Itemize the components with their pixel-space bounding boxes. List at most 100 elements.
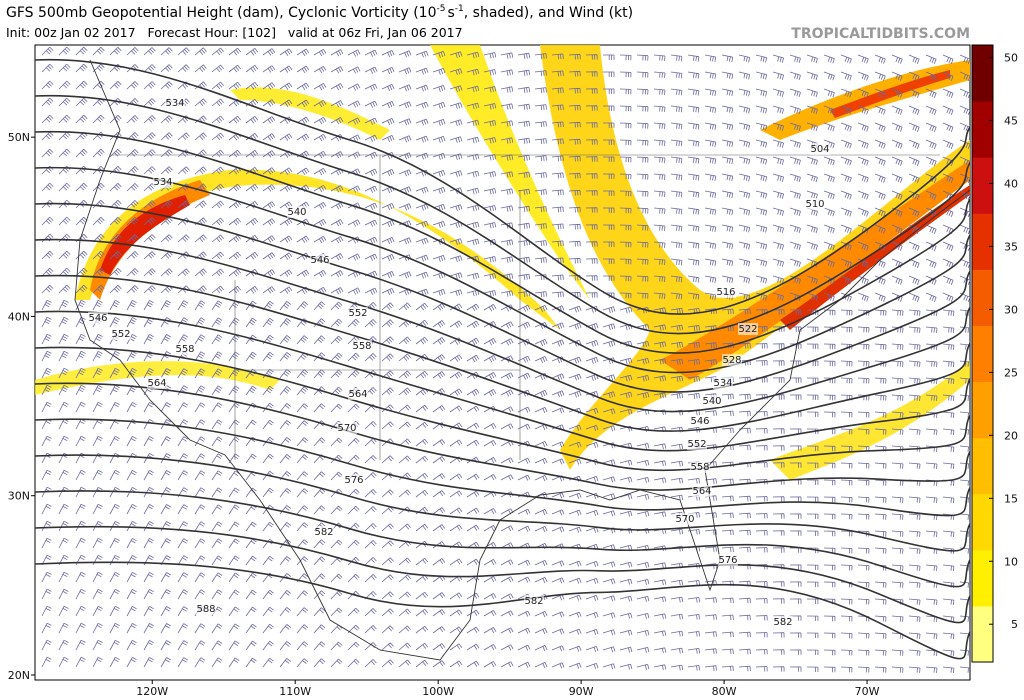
wind-barb [194,47,207,56]
wind-barb [279,318,291,328]
wind-barb [58,97,71,107]
wind-barb [585,646,599,653]
wind-barb [313,641,326,651]
wind-barb [296,641,309,651]
wind-barb [415,50,429,58]
wind-barb [432,102,446,109]
wind-barb [415,523,429,532]
wind-barb [364,319,377,328]
wind-barb [41,384,52,396]
colorbar-label: 50 [1004,52,1018,65]
wind-barb [500,593,514,600]
wind-barb [228,487,240,498]
wind-barb [177,538,189,549]
wind-barb [211,98,225,107]
wind-barb [143,470,154,481]
wind-barb [704,71,717,79]
wind-barb [891,224,903,234]
wind-barb [653,324,667,331]
wind-barb [653,275,666,282]
wind-barb [738,359,751,366]
wind-barb [772,275,784,284]
wind-barb [228,334,240,345]
wind-barb [296,201,310,210]
wind-barb [262,334,274,345]
wind-barb [823,394,836,401]
wind-barb [636,562,650,568]
wind-barb [517,256,531,263]
wind-barb [653,358,667,365]
wind-barb [177,623,189,634]
wind-barb [568,305,582,313]
wind-barb [41,656,52,668]
wind-barb [313,318,326,328]
wind-barb [721,54,734,63]
wind-barb [58,384,69,396]
wind-barb [789,666,802,672]
wind-barb [687,325,700,332]
wind-barb [415,67,429,75]
wind-barb [908,173,920,183]
colorbar-label: 35 [1004,240,1018,253]
wind-barb [568,121,581,128]
wind-barb [296,488,309,498]
wind-barb [806,224,818,234]
wind-barb [942,666,955,674]
wind-barb [721,631,734,638]
wind-barb [330,352,343,362]
contour-label: 546 [310,255,329,266]
wind-barb [381,455,394,464]
wind-barb [874,411,887,418]
wind-barb [959,292,970,303]
wind-barb [194,538,206,549]
wind-barb [279,99,293,107]
wind-barb [466,289,480,297]
wind-barb [789,394,802,400]
wind-barb [41,503,52,515]
wind-barb [942,71,954,82]
wind-barb [58,267,71,277]
wind-barb [483,304,497,312]
wind-barb [75,182,88,192]
wind-barb [568,611,582,618]
wind-barb [92,384,103,396]
wind-barb [823,360,836,367]
wind-barb [92,114,105,124]
wind-barb [840,173,852,183]
wind-barb [738,308,751,315]
wind-barb [330,403,343,413]
wind-barb [789,54,801,64]
wind-barb [41,520,52,532]
wind-barb [228,64,242,73]
wind-barb [126,317,137,328]
wind-barb [330,301,343,311]
wind-barb [160,317,172,328]
wind-barb [585,71,598,77]
wind-barb [738,88,751,97]
wind-barb [789,530,802,536]
wind-barb [92,588,103,600]
wind-barb [483,120,497,127]
wind-barb [432,405,446,413]
wind-barb [75,97,88,107]
wind-barb [891,54,903,64]
wind-barb [874,139,886,149]
wind-barb [449,405,463,413]
wind-barb [466,524,480,532]
wind-barb [755,581,768,587]
wind-barb [449,289,463,297]
wind-barb [585,241,598,247]
wind-barb [432,221,446,228]
wind-barb [874,258,886,268]
wind-barb [41,97,54,107]
wind-barb [585,275,598,281]
wind-barb [942,428,955,436]
wind-barb [636,71,649,78]
wind-barb [653,207,666,214]
wind-barb [857,666,870,673]
wind-barb [279,522,291,532]
wind-barb [92,250,105,260]
wind-barb [194,368,206,379]
wind-barb [653,292,666,299]
wind-barb [874,190,886,200]
